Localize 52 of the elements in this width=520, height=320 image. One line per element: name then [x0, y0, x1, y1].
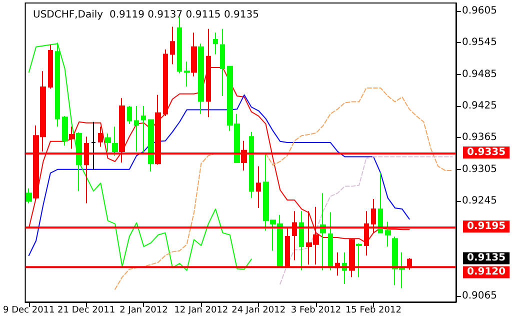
candlestick: [213, 32, 218, 55]
candlestick: [91, 121, 96, 170]
ref-line-label: 0.9195: [467, 221, 506, 232]
ref-line-label: 0.9335: [467, 147, 506, 158]
candlestick: [26, 188, 32, 204]
candlestick: [62, 116, 68, 146]
candlestick: [356, 242, 362, 278]
candlestick: [320, 192, 326, 271]
candlestick: [256, 166, 261, 208]
x-tick-label: 2 Jan 2012: [120, 306, 168, 316]
y-tick-label: 0.9365: [462, 132, 497, 144]
text: 0.9135: [467, 252, 506, 264]
candlestick: [112, 126, 118, 156]
y-tick-label: 0.9545: [462, 37, 497, 48]
x-tick-label: 24 Jan 2012: [232, 306, 286, 316]
candlestick: [177, 16, 182, 74]
candlestick: [378, 172, 383, 234]
candlestick: [184, 61, 190, 87]
x-tick-label: 12 Jan 2012: [174, 306, 228, 316]
y-tick-label: 0.9245: [462, 196, 497, 207]
text: USDCHF,Daily 0.9119 0.9137 0.9115 0.9135: [33, 10, 259, 20]
candlestick: [98, 126, 103, 148]
candlestick: [48, 44, 53, 90]
candlestick: [76, 132, 82, 192]
x-tick-label: 9 Dec 2011: [2, 306, 55, 316]
y-tick-label: 0.9485: [462, 68, 497, 80]
y-tick-label: 0.9305: [462, 164, 497, 175]
candlestick: [198, 43, 204, 114]
candlestick: [191, 32, 197, 77]
ref-line-label: 0.9120: [467, 266, 506, 278]
line-series: [28, 94, 410, 256]
candlestick: [299, 210, 304, 271]
x-tick-label: 3 Feb 2012: [290, 306, 342, 316]
candlestick: [249, 131, 254, 198]
candlestick: [134, 106, 139, 152]
y-tick-label: 0.9425: [462, 100, 497, 112]
line-series: [114, 88, 453, 290]
candlestick: [328, 212, 333, 271]
x-tick-label: 15 Feb 2012: [345, 306, 402, 316]
candlestick: [220, 28, 225, 96]
line-series: [28, 43, 252, 271]
candlestick: [385, 221, 391, 248]
y-tick-label: 0.9605: [462, 5, 497, 16]
line-series: [280, 156, 453, 285]
candlestick: [105, 132, 111, 152]
candlestick: [127, 106, 132, 124]
candlestick: [69, 126, 75, 150]
y-tick-label: 0.9065: [462, 290, 497, 302]
x-tick-label: 21 Dec 2011: [58, 306, 116, 316]
candlestick: [148, 119, 154, 172]
candlestick: [141, 106, 146, 153]
candlestick: [170, 26, 175, 65]
